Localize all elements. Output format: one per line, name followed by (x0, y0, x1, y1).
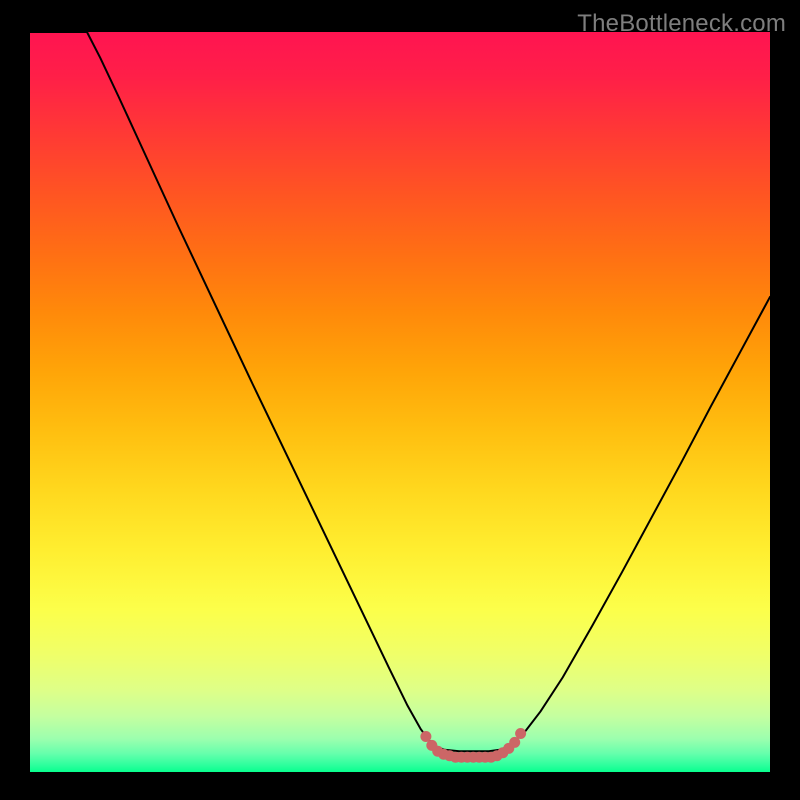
chart-stage: TheBottleneck.com (0, 0, 800, 800)
valley-dot (515, 728, 526, 739)
gradient-background (30, 32, 770, 772)
watermark-text: TheBottleneck.com (577, 10, 786, 38)
bottleneck-curve-plot (30, 32, 770, 772)
